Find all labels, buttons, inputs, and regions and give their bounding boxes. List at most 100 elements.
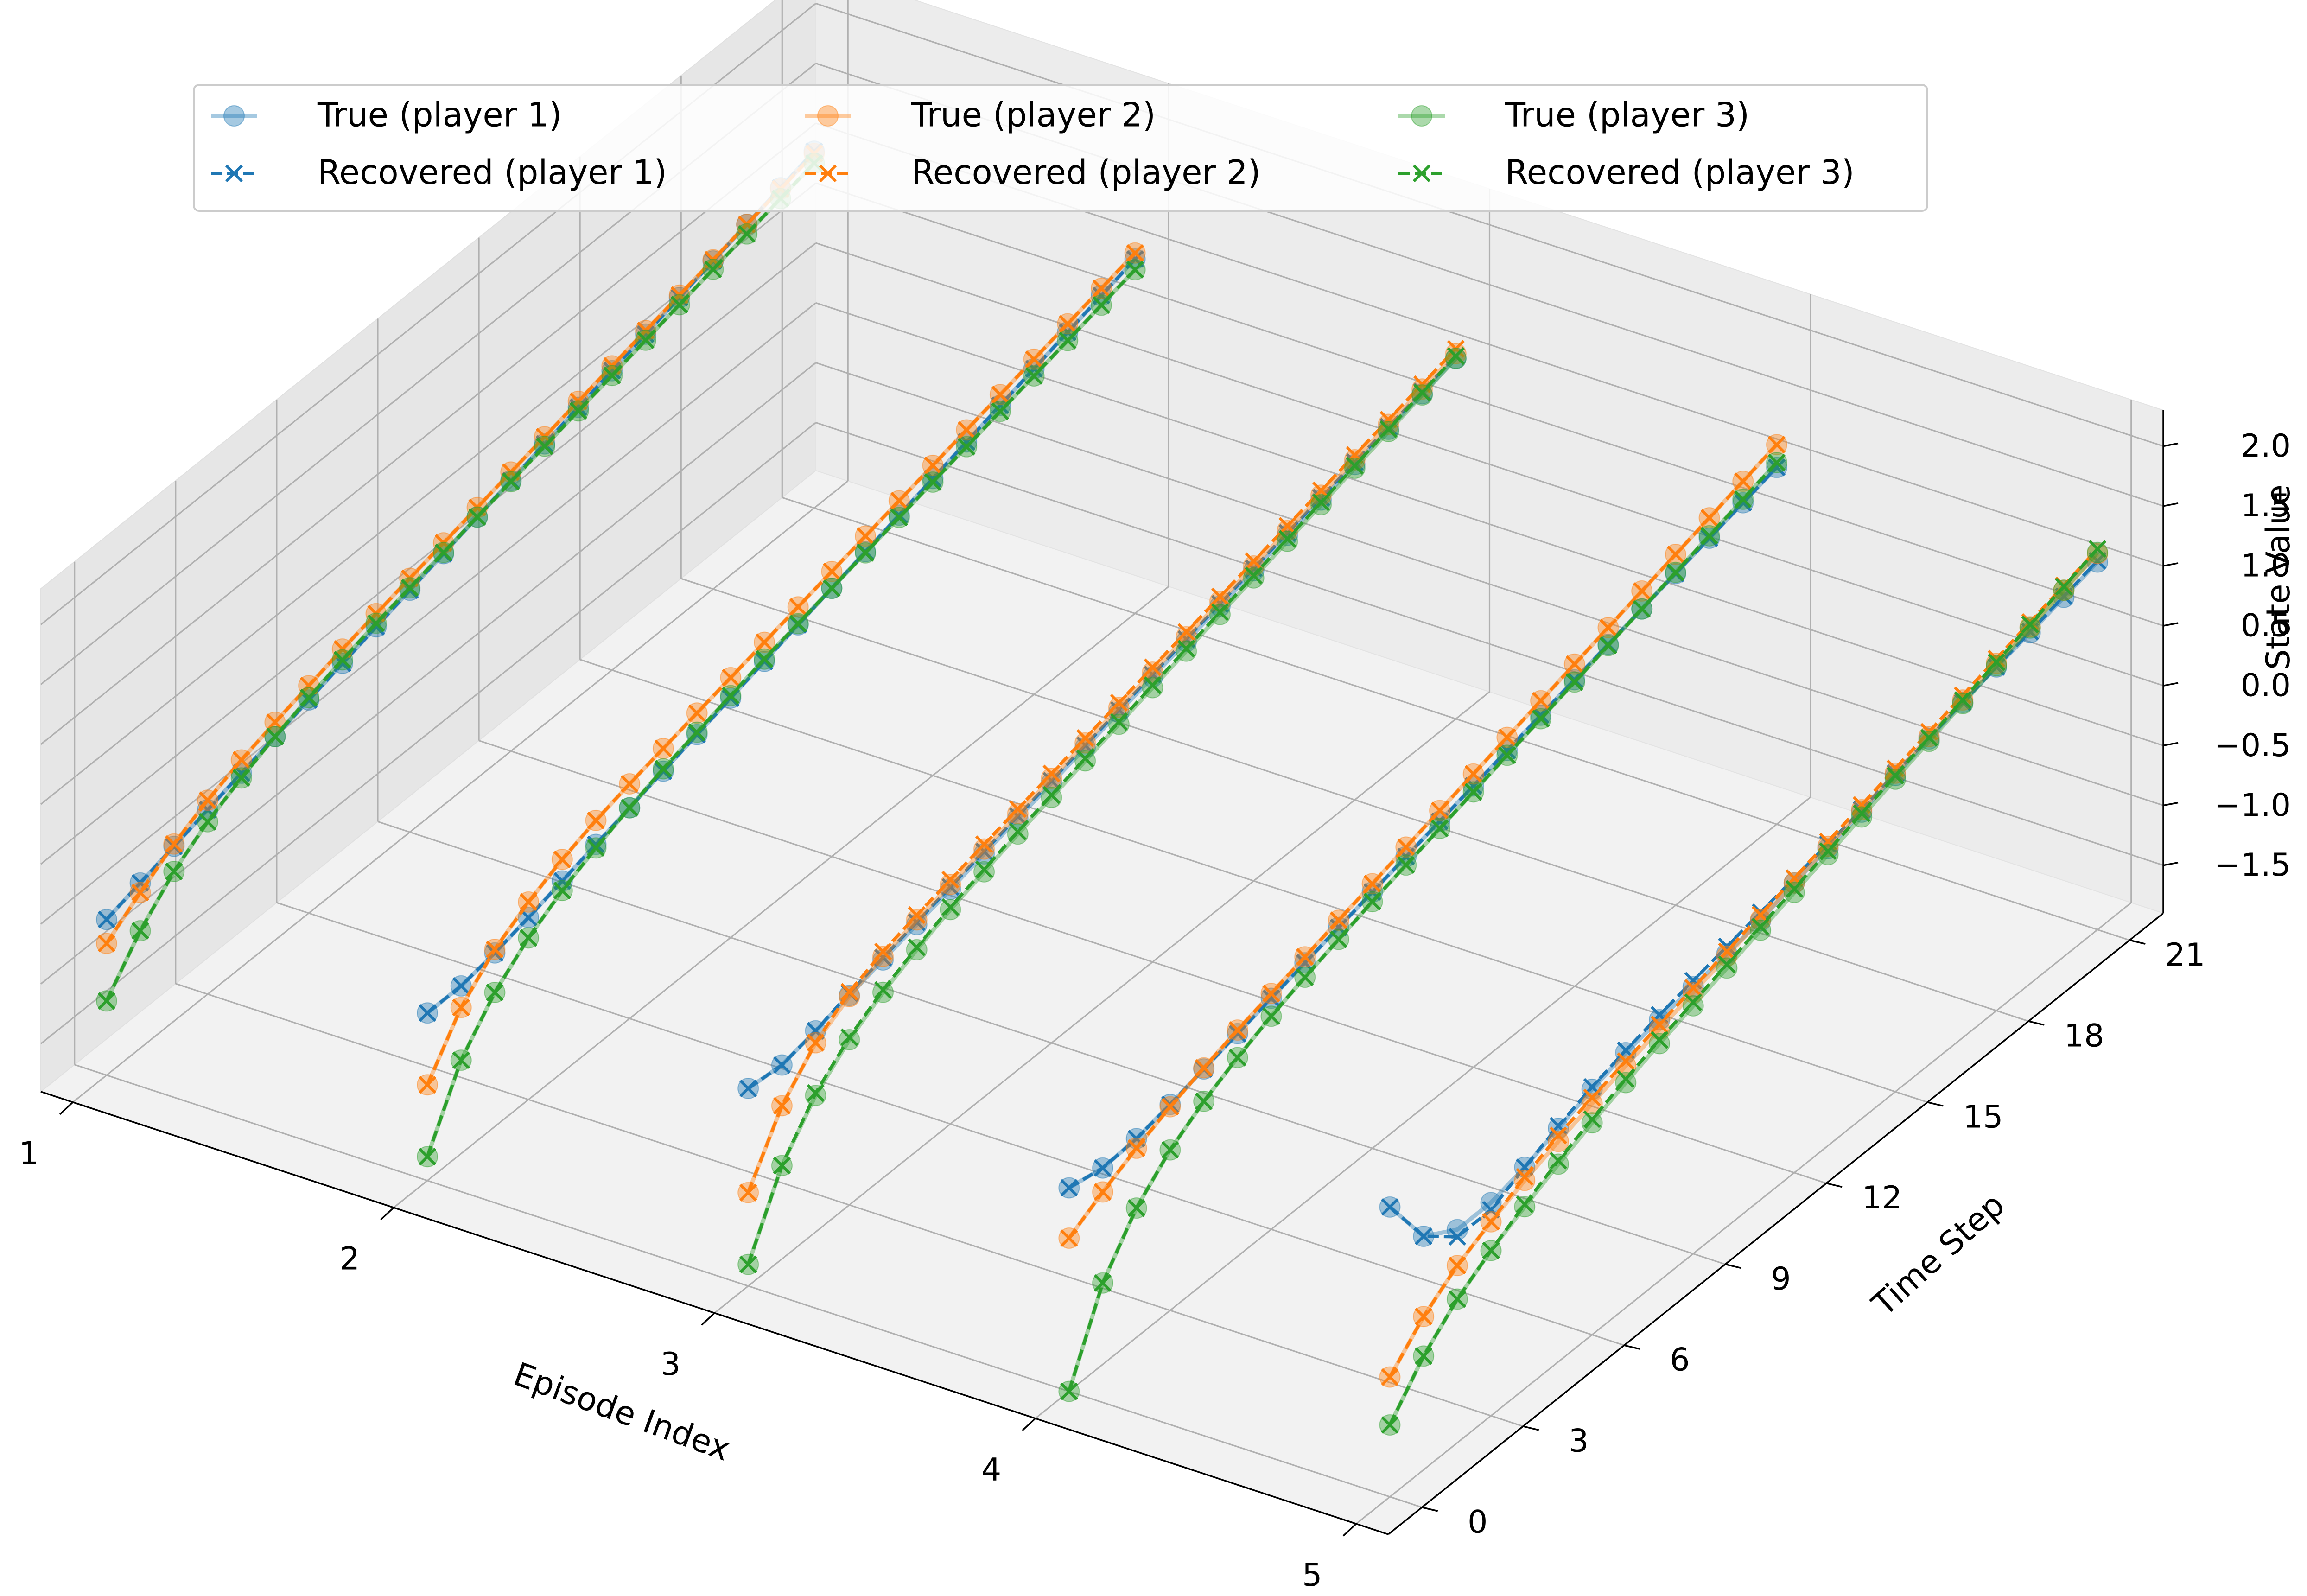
recovered-marker xyxy=(232,764,250,782)
tick-marks xyxy=(59,442,2179,1537)
true-marker xyxy=(1851,806,1873,828)
y-grid-floor xyxy=(74,1064,1423,1508)
recovered-marker xyxy=(418,1004,437,1022)
recovered-marker xyxy=(670,296,688,314)
true-marker xyxy=(1581,1093,1603,1114)
recovered-marker xyxy=(1009,800,1027,818)
recovered-marker xyxy=(991,386,1010,404)
z-tick xyxy=(2163,801,2179,807)
recovered-marker xyxy=(1363,892,1381,911)
recovered-marker xyxy=(502,472,520,491)
recovered-marker xyxy=(1127,1139,1145,1157)
z-tick-label: 1.0 xyxy=(2241,547,2291,584)
recovered-marker xyxy=(1853,796,1871,814)
recovered-marker xyxy=(807,1084,825,1102)
true-marker xyxy=(1750,909,1772,930)
recovered-marker xyxy=(1532,692,1550,710)
legend-label: Recovered (player 1) xyxy=(318,153,667,192)
recovered-marker xyxy=(1549,1126,1568,1145)
recovered-marker xyxy=(1599,618,1617,636)
recovered-marker xyxy=(1076,729,1094,747)
recovered-marker xyxy=(1886,766,1905,785)
recovered-marker xyxy=(1498,746,1516,764)
recovered-marker xyxy=(225,164,243,183)
recovered-marker xyxy=(1448,1257,1466,1275)
recovered-line xyxy=(105,162,816,1002)
recovered-marker xyxy=(1228,1024,1246,1043)
true-marker xyxy=(1649,1009,1671,1030)
recovered-marker xyxy=(1819,842,1837,860)
recovered-marker xyxy=(1093,1183,1112,1201)
recovered-marker xyxy=(1042,772,1061,790)
recovered-marker xyxy=(1413,383,1431,402)
recovered-marker xyxy=(1245,559,1263,578)
recovered-marker xyxy=(1684,972,1702,990)
recovered-marker xyxy=(621,799,639,817)
y-tick-label: 21 xyxy=(2165,937,2205,973)
recovered-marker xyxy=(452,998,470,1017)
y-tick xyxy=(1725,1263,1741,1269)
recovered-marker xyxy=(1430,801,1449,820)
recovered-marker xyxy=(1853,804,1871,822)
true-marker xyxy=(940,874,961,896)
true-marker xyxy=(1108,697,1130,719)
recovered-marker xyxy=(908,913,926,931)
x-tick-label: 2 xyxy=(340,1241,360,1278)
recovered-marker xyxy=(739,1079,757,1098)
recovered-marker xyxy=(1177,640,1195,658)
legend-label: Recovered (player 3) xyxy=(1505,153,1855,192)
recovered-marker xyxy=(232,769,250,787)
recovered-marker xyxy=(1329,911,1348,929)
recovered-marker xyxy=(1498,741,1516,760)
x-grid-floor xyxy=(393,585,1169,1208)
legend-true-marker xyxy=(1411,105,1432,127)
episode-3-player-3 xyxy=(737,347,1467,1275)
recovered-marker xyxy=(1565,655,1583,673)
recovered-marker xyxy=(1430,820,1449,838)
legend-frame xyxy=(193,84,1928,212)
recovered-marker xyxy=(924,456,942,474)
recovered-marker xyxy=(1211,595,1229,613)
recovered-marker xyxy=(266,713,284,731)
z-grid-left xyxy=(40,122,817,745)
recovered-marker xyxy=(789,615,807,633)
z-tick-label: −0.5 xyxy=(2214,727,2291,764)
recovered-line xyxy=(1068,466,1778,1189)
recovered-marker xyxy=(1447,347,1465,365)
true-marker xyxy=(1986,655,2008,677)
true-marker xyxy=(1918,731,1940,752)
recovered-marker xyxy=(165,862,183,881)
z-axis-title: State Value xyxy=(2259,484,2297,670)
recovered-marker xyxy=(1448,1228,1466,1246)
x-tick-label: 5 xyxy=(1302,1557,1322,1594)
recovered-marker xyxy=(367,614,385,632)
y-tick xyxy=(2028,1020,2045,1026)
z-tick xyxy=(2163,502,2179,507)
recovered-marker xyxy=(587,811,605,830)
episode-2-player-2 xyxy=(417,242,1146,1096)
true-line xyxy=(747,357,1458,1090)
recovered-marker xyxy=(738,225,756,243)
recovered-marker xyxy=(1599,636,1617,655)
z-tick xyxy=(2163,442,2179,447)
y-tick-label: 12 xyxy=(1862,1180,1902,1216)
y-tick-label: 6 xyxy=(1670,1342,1690,1379)
recovered-marker xyxy=(198,791,217,809)
z-tick xyxy=(2163,682,2179,687)
recovered-marker xyxy=(1060,1382,1078,1400)
z-grid-back xyxy=(815,362,2164,807)
recovered-marker xyxy=(1415,1347,1433,1365)
true-marker xyxy=(1547,1131,1569,1152)
recovered-marker xyxy=(654,739,673,757)
recovered-marker xyxy=(1042,764,1061,782)
recovered-marker xyxy=(840,1028,858,1046)
recovered-marker xyxy=(1617,1052,1635,1070)
recovered-marker xyxy=(535,437,554,455)
x-grid-floor xyxy=(1035,796,1811,1419)
recovered-marker xyxy=(1583,1110,1601,1128)
y-tick xyxy=(1826,1182,1843,1188)
legend-true-marker xyxy=(223,105,245,127)
recovered-marker xyxy=(333,651,351,669)
recovered-marker xyxy=(1734,490,1752,509)
recovered-marker xyxy=(1718,937,1736,956)
